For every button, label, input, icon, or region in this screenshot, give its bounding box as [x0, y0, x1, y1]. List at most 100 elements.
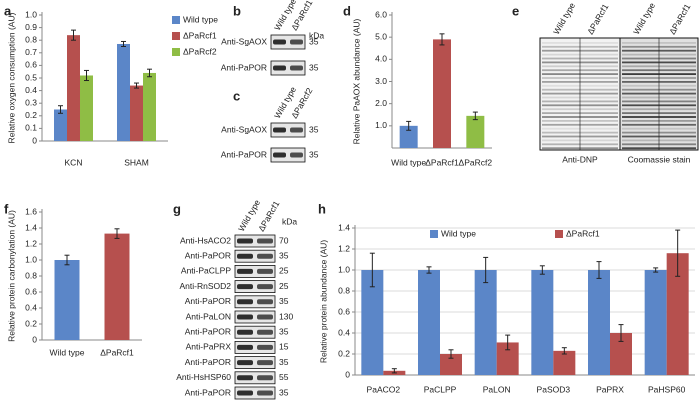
kda-marker: 35 — [279, 250, 289, 260]
gel-band — [542, 96, 618, 99]
legend-label: Wild type — [441, 228, 476, 238]
bar — [433, 39, 451, 149]
y-tick-label: 0.1 — [25, 123, 37, 133]
y-tick-label: 2.0 — [375, 98, 387, 108]
blot-band — [237, 375, 253, 381]
gel-band — [622, 131, 696, 134]
kda-marker: 130 — [279, 311, 293, 321]
blot-band — [237, 253, 253, 259]
blot-band — [257, 329, 273, 335]
gel-band — [542, 123, 618, 126]
legend-swatch — [172, 32, 180, 40]
bar — [466, 115, 485, 148]
y-tick-label: 0.8 — [25, 270, 37, 280]
blot-strip — [270, 122, 306, 138]
gel-band — [622, 57, 696, 60]
gel-band — [622, 84, 696, 87]
kda-marker: 35 — [279, 357, 289, 367]
legend-label: Wild type — [183, 14, 218, 24]
kda-marker: 15 — [279, 342, 289, 352]
x-tick-label: Wild type — [391, 157, 426, 167]
gel-band — [542, 127, 618, 130]
antibody-label: Anti-RnSOD2 — [180, 281, 232, 291]
lane-label: Wild type — [551, 1, 577, 37]
blot-band — [237, 390, 253, 396]
blot-band — [273, 127, 286, 133]
kda-marker: 35 — [279, 296, 289, 306]
y-axis-label: Relative protein carbonylation (AU) — [6, 210, 16, 342]
antibody-label: Anti-PaCLPP — [181, 266, 231, 276]
bar — [130, 85, 143, 141]
y-tick-label: 0.9 — [25, 22, 37, 32]
blot-strip — [234, 340, 276, 354]
y-tick-label: 0 — [345, 369, 350, 379]
antibody-label: Anti-PaPOR — [185, 357, 231, 367]
blot-band — [237, 329, 253, 335]
lane-label: Wild type — [631, 1, 657, 37]
y-tick-label: 0.8 — [338, 285, 350, 295]
gel-band — [542, 135, 618, 138]
y-axis-label: Relative PaAOX abundance (AU) — [351, 18, 361, 144]
legend-label: ΔPaRcf1 — [183, 30, 217, 40]
x-tick-label: PaLON — [483, 384, 511, 394]
legend-swatch — [430, 230, 438, 238]
y-tick-label: 1.4 — [338, 222, 350, 232]
gel-band — [622, 92, 696, 95]
antibody-label: Anti-HsHSP60 — [176, 372, 231, 382]
lane-label: ΔPaRcf1 — [585, 2, 611, 36]
blot-strip — [234, 310, 276, 324]
panel-letter: d — [343, 3, 351, 18]
antibody-label: Anti-PaPOR — [185, 326, 231, 336]
gel-band — [542, 84, 618, 87]
y-tick-label: 0 — [32, 135, 37, 145]
blot-band — [257, 238, 273, 244]
gel-band — [542, 139, 618, 142]
gel-band — [542, 57, 618, 60]
gel-band — [542, 65, 618, 68]
y-tick-label: 3.0 — [375, 76, 387, 86]
gel-band — [542, 49, 618, 52]
y-tick-label: 1.0 — [25, 254, 37, 264]
y-tick-label: 0.6 — [25, 286, 37, 296]
bar — [54, 109, 67, 141]
bar — [474, 270, 497, 375]
gel-band — [542, 42, 618, 44]
gel-band — [542, 120, 618, 122]
antibody-label: Anti-PaPRX — [186, 342, 232, 352]
y-tick-label: 4.0 — [375, 54, 387, 64]
kda-marker: 25 — [279, 266, 289, 276]
blot-strip — [234, 295, 276, 309]
x-tick-label: KCN — [65, 157, 83, 167]
blot-band — [237, 314, 253, 320]
y-tick-label: 1.0 — [25, 9, 37, 19]
blot-strip — [234, 264, 276, 278]
blot-band — [257, 344, 273, 350]
gel-band — [542, 61, 618, 64]
x-tick-label: ΔPaRcf1 — [100, 347, 134, 357]
gel-band — [622, 135, 696, 138]
gel-band — [622, 81, 696, 83]
x-tick-label: ΔPaRcf2 — [459, 157, 493, 167]
bar — [143, 72, 156, 141]
gel-band — [622, 139, 696, 142]
blot-band — [237, 284, 253, 290]
gel-band — [622, 65, 696, 68]
gel-band — [542, 88, 618, 91]
blot-band — [290, 127, 303, 133]
legend-label: ΔPaRcf1 — [566, 228, 600, 238]
gel-band — [542, 81, 618, 83]
gel-band — [542, 116, 618, 118]
gel-band — [622, 73, 696, 75]
blot-band — [257, 375, 273, 381]
y-tick-label: 0.2 — [25, 110, 37, 120]
gel-band — [622, 127, 696, 130]
gel-band — [542, 108, 618, 111]
y-tick-label: 0.8 — [25, 34, 37, 44]
gel-band — [542, 100, 618, 103]
y-axis-label: Relative oxygen consumption (AU) — [6, 12, 16, 143]
kda-marker: 35 — [279, 326, 289, 336]
gel-band — [542, 131, 618, 134]
y-tick-label: 1.2 — [25, 238, 37, 248]
y-tick-label: 1.0 — [375, 120, 387, 130]
kda-marker: 25 — [279, 281, 289, 291]
